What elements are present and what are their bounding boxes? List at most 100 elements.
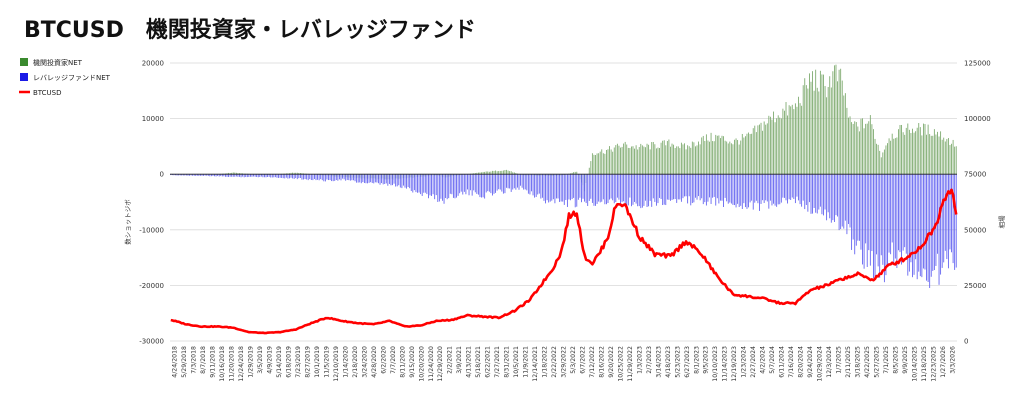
leveraged-fund-net-bar bbox=[741, 174, 743, 209]
x-tick-label: 11/9/2021 bbox=[523, 346, 530, 378]
x-tick-label: 7/1/2025 bbox=[883, 346, 890, 374]
institutional-net-bar bbox=[868, 121, 870, 175]
leveraged-fund-net-bar bbox=[609, 174, 610, 200]
leveraged-fund-net-bar bbox=[627, 174, 629, 206]
institutional-net-bar bbox=[707, 140, 709, 175]
institutional-net-bar bbox=[239, 173, 240, 175]
institutional-net-bar bbox=[771, 119, 773, 175]
institutional-net-bar bbox=[840, 68, 842, 175]
leveraged-fund-net-bar bbox=[855, 174, 857, 246]
institutional-net-bar bbox=[763, 121, 765, 175]
institutional-net-bar bbox=[570, 173, 571, 175]
institutional-net-bar bbox=[679, 148, 681, 175]
institutional-net-bar bbox=[651, 142, 653, 175]
institutional-net-bar bbox=[510, 171, 512, 175]
leveraged-fund-net-bar bbox=[645, 174, 646, 201]
leveraged-fund-net-bar bbox=[830, 174, 832, 223]
institutional-net-bar bbox=[826, 97, 828, 175]
leveraged-fund-net-bar bbox=[173, 174, 175, 176]
leveraged-fund-net-bar bbox=[670, 174, 671, 201]
leveraged-fund-net-bar bbox=[621, 174, 623, 202]
leveraged-fund-net-bar bbox=[253, 174, 254, 177]
leveraged-fund-net-bar bbox=[844, 174, 846, 221]
leveraged-fund-net-bar bbox=[412, 174, 414, 193]
institutional-net-bar bbox=[937, 131, 938, 175]
x-tick-label: 1/7/2025 bbox=[835, 346, 842, 374]
institutional-net-bar bbox=[893, 138, 895, 175]
leveraged-fund-net-bar bbox=[937, 174, 938, 254]
leveraged-fund-net-bar bbox=[766, 174, 768, 202]
leveraged-fund-net-bar bbox=[452, 174, 454, 198]
leveraged-fund-net-bar bbox=[356, 174, 358, 183]
leveraged-fund-net-bar bbox=[388, 174, 390, 184]
leveraged-fund-net-bar bbox=[556, 174, 557, 199]
leveraged-fund-net-bar bbox=[826, 174, 828, 221]
leveraged-fund-net-bar bbox=[421, 174, 423, 196]
institutional-net-bar bbox=[229, 173, 231, 175]
institutional-net-bar bbox=[737, 140, 739, 175]
institutional-net-bar bbox=[704, 140, 706, 175]
leveraged-fund-net-bar bbox=[170, 174, 172, 176]
institutional-net-bar bbox=[624, 141, 626, 175]
institutional-net-bar bbox=[488, 171, 490, 175]
institutional-net-bar bbox=[952, 139, 954, 175]
leveraged-fund-net-bar bbox=[273, 174, 275, 178]
leveraged-fund-net-bar bbox=[759, 174, 760, 211]
leveraged-fund-net-bar bbox=[496, 174, 498, 191]
leveraged-fund-net-bar bbox=[532, 174, 534, 196]
institutional-net-bar bbox=[688, 146, 690, 175]
institutional-net-bar bbox=[232, 172, 234, 175]
x-tick-label: 7/23/2019 bbox=[295, 346, 302, 378]
leveraged-fund-net-bar bbox=[743, 174, 745, 204]
leveraged-fund-net-bar bbox=[304, 174, 306, 180]
leveraged-fund-net-bar bbox=[832, 174, 834, 221]
leveraged-fund-net-bar bbox=[365, 174, 367, 184]
leveraged-fund-net-bar bbox=[176, 174, 178, 176]
leveraged-fund-net-bar bbox=[646, 174, 648, 208]
institutional-net-bar bbox=[637, 149, 639, 175]
legend-label: 機関投資家NET bbox=[33, 58, 83, 67]
institutional-net-bar bbox=[515, 173, 517, 175]
leveraged-fund-net-bar bbox=[951, 174, 952, 253]
leveraged-fund-net-bar bbox=[326, 174, 328, 180]
leveraged-fund-net-bar bbox=[451, 174, 453, 195]
leveraged-fund-net-bar bbox=[462, 174, 464, 195]
leveraged-fund-net-bar bbox=[284, 174, 286, 179]
leveraged-fund-net-bar bbox=[810, 174, 812, 214]
leveraged-fund-net-bar bbox=[757, 174, 759, 204]
leveraged-fund-net-bar bbox=[510, 174, 512, 192]
leveraged-fund-net-bar bbox=[476, 174, 478, 194]
institutional-net-bar bbox=[790, 106, 792, 175]
leveraged-fund-net-bar bbox=[944, 174, 946, 251]
institutional-net-bar bbox=[735, 138, 737, 175]
institutional-net-bar bbox=[285, 173, 287, 175]
x-tick-label: 10/14/2025 bbox=[911, 346, 918, 382]
leveraged-fund-net-bar bbox=[206, 174, 208, 176]
leveraged-fund-net-bar bbox=[517, 174, 518, 188]
leveraged-fund-net-bar bbox=[420, 174, 422, 195]
leveraged-fund-net-bar bbox=[613, 174, 615, 204]
x-tick-label: 1/23/2024 bbox=[741, 346, 748, 378]
leveraged-fund-net-bar bbox=[874, 174, 876, 278]
leveraged-fund-net-bar bbox=[734, 174, 735, 206]
institutional-net-bar bbox=[780, 118, 782, 175]
y-tick-label: -20000 bbox=[139, 282, 164, 290]
leveraged-fund-net-bar bbox=[887, 174, 888, 266]
leveraged-fund-net-bar bbox=[952, 174, 954, 264]
institutional-net-bar bbox=[720, 138, 721, 175]
leveraged-fund-net-bar bbox=[912, 174, 913, 278]
leveraged-fund-net-bar bbox=[367, 174, 368, 184]
leveraged-fund-net-bar bbox=[841, 174, 843, 227]
x-tick-label: 7/3/2018 bbox=[191, 346, 198, 374]
leveraged-fund-net-bar bbox=[565, 174, 567, 200]
institutional-net-bar bbox=[509, 171, 511, 175]
leveraged-fund-net-bar bbox=[487, 174, 489, 192]
institutional-net-bar bbox=[591, 153, 593, 175]
x-tick-label: 10/20/2020 bbox=[418, 346, 425, 382]
institutional-net-bar bbox=[496, 171, 498, 175]
x-tick-label: 4/18/2023 bbox=[665, 346, 672, 378]
leveraged-fund-net-bar bbox=[568, 174, 570, 200]
x-tick-label: 7/12/2022 bbox=[589, 346, 596, 378]
institutional-net-bar bbox=[623, 143, 625, 175]
